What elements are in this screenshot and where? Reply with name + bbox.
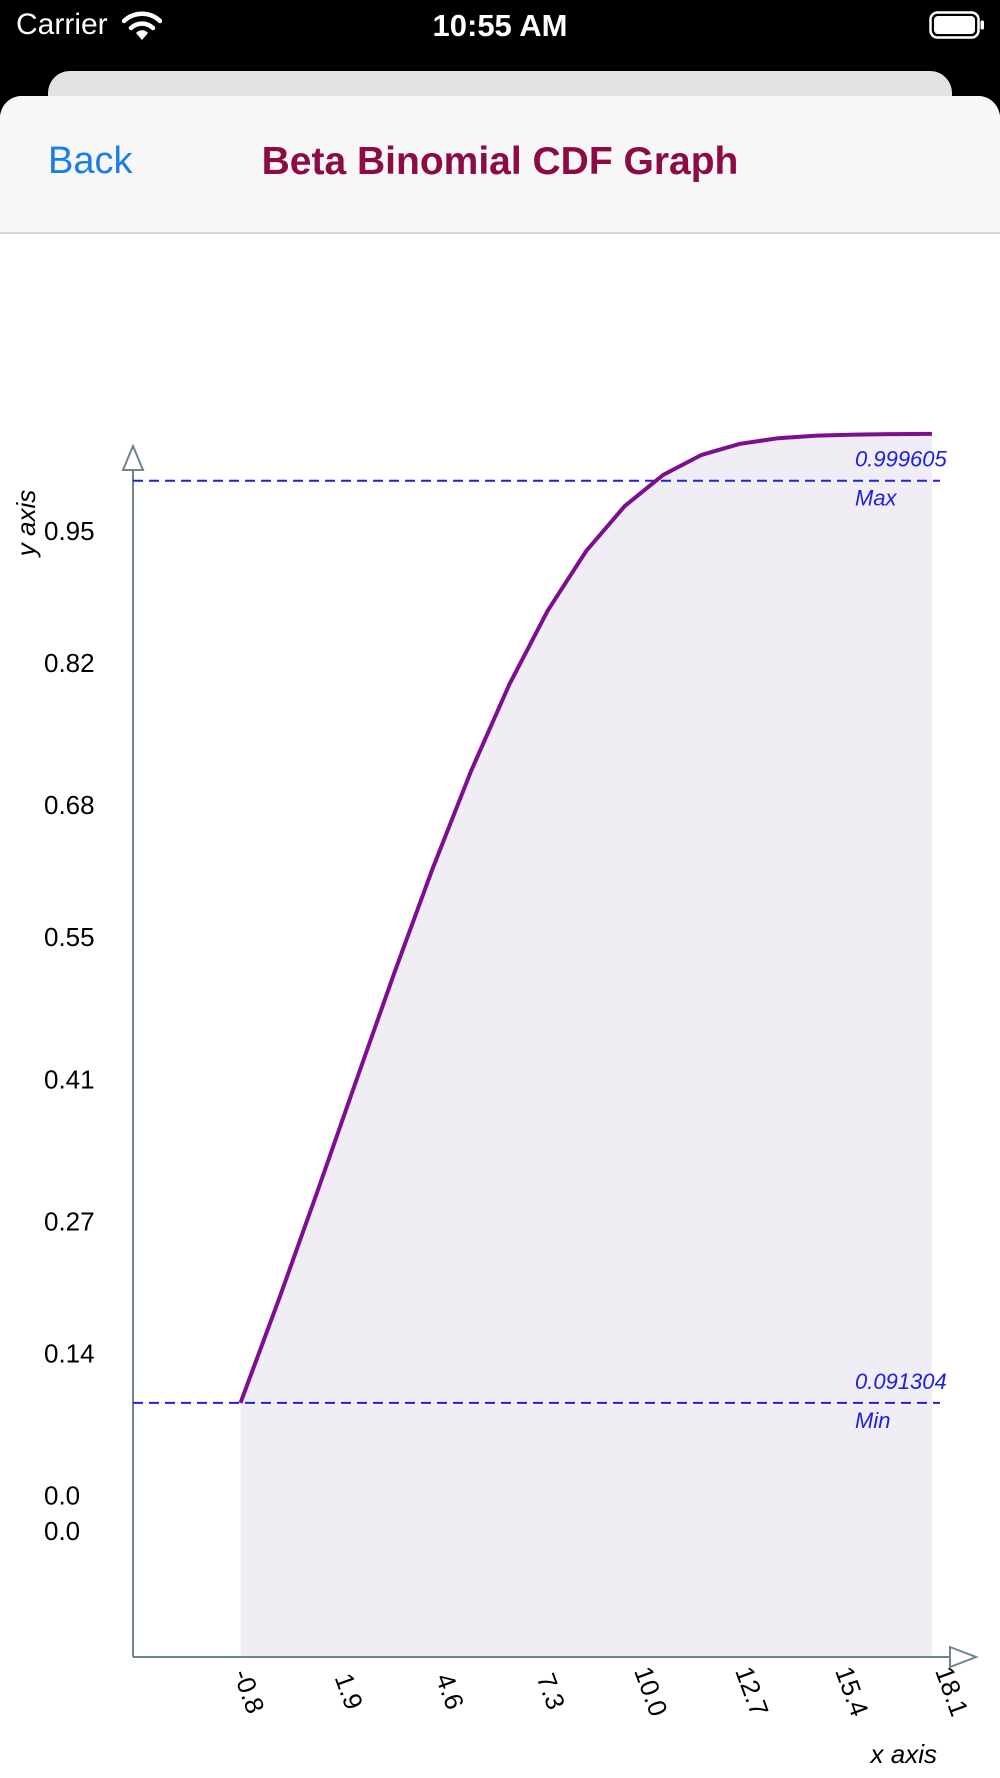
y-axis-arrow: [121, 443, 145, 471]
y-tick-label: 0.0: [44, 1481, 80, 1511]
status-bar: Carrier 10:55 AM: [0, 0, 1000, 66]
y-tick-label: 0.0: [44, 1516, 80, 1546]
x-tick-label: 4.6: [430, 1669, 471, 1713]
y-tick-label: 0.82: [44, 648, 95, 678]
x-axis-title: x axis: [869, 1739, 937, 1769]
y-axis-title: y axis: [11, 490, 41, 558]
navigation-bar: Back Beta Binomial CDF Graph: [0, 96, 1000, 234]
y-tick-label: 0.27: [44, 1206, 95, 1236]
carrier-label: Carrier: [16, 8, 108, 41]
x-tick-label: -0.8: [227, 1665, 271, 1717]
reference-tag-max: Max: [855, 486, 898, 511]
y-tick-label: 0.95: [44, 516, 95, 546]
x-tick-label: 1.9: [329, 1669, 370, 1713]
x-tick-label: 12.7: [729, 1662, 775, 1720]
cdf-area-fill: [240, 433, 932, 1657]
x-axis-arrow: [949, 1645, 979, 1669]
x-tick-label: 18.1: [929, 1662, 975, 1720]
y-tick-label: 0.41: [44, 1064, 95, 1094]
y-tick-label: 0.68: [44, 790, 95, 820]
reference-value-min: 0.091304: [855, 1369, 947, 1394]
page-title: Beta Binomial CDF Graph: [261, 140, 739, 183]
y-tick-label: 0.14: [44, 1338, 95, 1368]
battery-icon: [929, 11, 984, 39]
reference-value-max: 0.999605: [855, 447, 948, 472]
wifi-icon: [122, 11, 162, 40]
y-tick-label: 0.55: [44, 922, 95, 952]
x-tick-label: 10.0: [628, 1662, 674, 1720]
x-tick-label: 15.4: [829, 1662, 875, 1720]
back-button[interactable]: Back: [48, 140, 133, 182]
status-time: 10:55 AM: [432, 8, 568, 43]
cdf-series-line: [238, 431, 932, 1404]
reference-tag-min: Min: [855, 1408, 890, 1433]
x-tick-label: 7.3: [531, 1669, 572, 1713]
